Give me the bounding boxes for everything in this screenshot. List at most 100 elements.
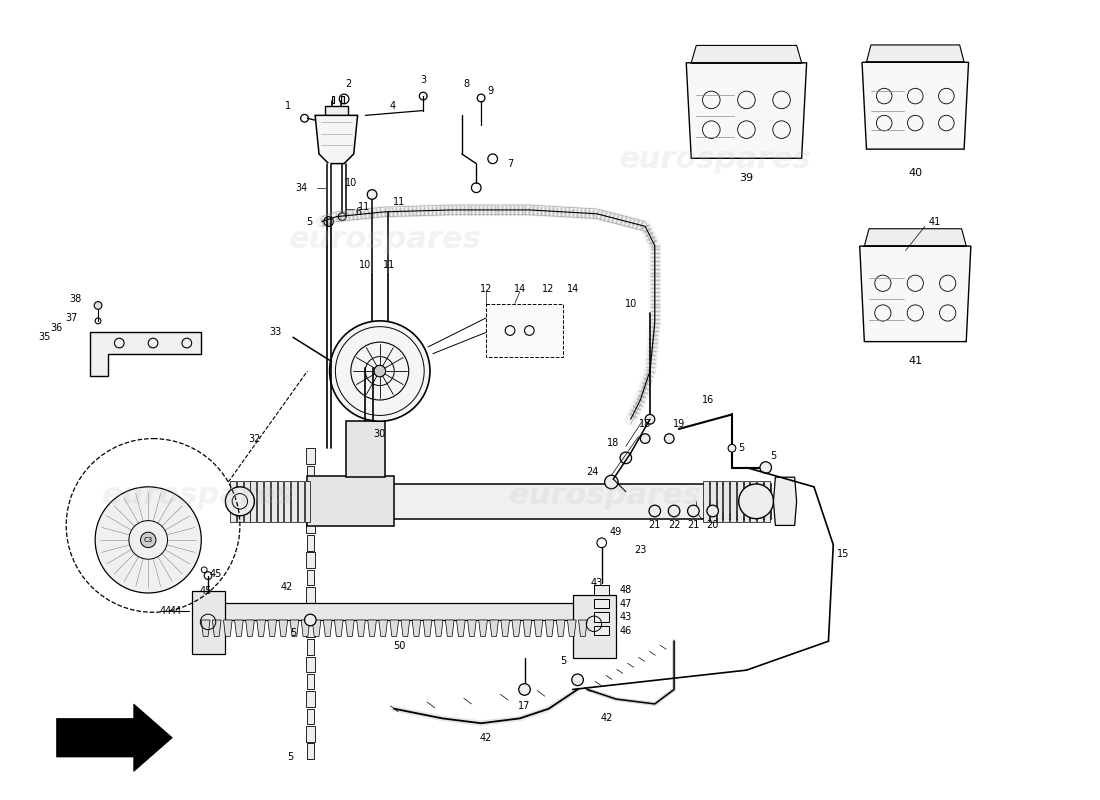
- Polygon shape: [341, 96, 344, 103]
- Bar: [306, 483, 315, 498]
- Circle shape: [323, 217, 333, 226]
- Text: 14: 14: [514, 284, 526, 294]
- Text: 42: 42: [601, 714, 613, 723]
- Text: 11: 11: [358, 202, 370, 212]
- Bar: [307, 484, 771, 518]
- Text: 7: 7: [507, 158, 514, 169]
- Circle shape: [645, 414, 654, 424]
- Bar: [306, 448, 315, 464]
- Text: 5: 5: [738, 443, 745, 454]
- Bar: [307, 535, 314, 550]
- Text: 42: 42: [480, 733, 492, 742]
- Polygon shape: [223, 620, 232, 636]
- Polygon shape: [356, 620, 365, 636]
- Circle shape: [374, 366, 386, 377]
- Text: 34: 34: [295, 182, 307, 193]
- Text: 24: 24: [586, 467, 598, 478]
- Circle shape: [739, 484, 773, 518]
- Polygon shape: [579, 620, 587, 636]
- Polygon shape: [345, 620, 354, 636]
- Bar: [307, 674, 314, 690]
- Circle shape: [339, 213, 346, 221]
- Polygon shape: [867, 45, 964, 62]
- Text: 19: 19: [673, 419, 685, 429]
- Polygon shape: [212, 620, 221, 636]
- Text: eurospares: eurospares: [508, 482, 702, 510]
- Text: 2: 2: [344, 78, 351, 89]
- Bar: [306, 657, 315, 672]
- Polygon shape: [524, 620, 531, 636]
- Text: eurospares: eurospares: [288, 226, 482, 254]
- Text: 22: 22: [668, 521, 680, 530]
- Bar: [486, 303, 563, 357]
- Polygon shape: [686, 62, 806, 158]
- Text: 8: 8: [463, 79, 470, 90]
- Bar: [307, 476, 394, 526]
- Bar: [306, 726, 315, 742]
- Text: 10: 10: [344, 178, 358, 188]
- Text: eurospares: eurospares: [618, 146, 812, 174]
- Polygon shape: [490, 620, 498, 636]
- Text: 45: 45: [210, 569, 222, 578]
- Text: 32: 32: [249, 434, 261, 443]
- Polygon shape: [757, 481, 762, 522]
- Text: 16: 16: [702, 395, 714, 405]
- Bar: [306, 518, 315, 533]
- Bar: [307, 743, 314, 759]
- Polygon shape: [256, 620, 265, 636]
- Text: 42: 42: [280, 582, 293, 592]
- Bar: [594, 626, 609, 635]
- Polygon shape: [568, 620, 576, 636]
- Text: 43: 43: [619, 612, 632, 622]
- Polygon shape: [264, 481, 270, 522]
- Polygon shape: [412, 620, 421, 636]
- Circle shape: [664, 434, 674, 443]
- Text: 48: 48: [619, 585, 632, 595]
- Polygon shape: [378, 620, 387, 636]
- Bar: [191, 591, 225, 654]
- Polygon shape: [456, 620, 465, 636]
- Text: 1: 1: [285, 101, 292, 110]
- Bar: [306, 587, 315, 602]
- Polygon shape: [468, 620, 476, 636]
- Polygon shape: [389, 620, 398, 636]
- Text: 18: 18: [639, 419, 651, 429]
- Polygon shape: [305, 481, 310, 522]
- Text: 33: 33: [270, 327, 282, 338]
- Polygon shape: [201, 620, 210, 636]
- Circle shape: [620, 452, 631, 464]
- Circle shape: [519, 684, 530, 695]
- Text: 36: 36: [51, 322, 63, 333]
- Text: 10: 10: [625, 298, 637, 309]
- Polygon shape: [245, 620, 254, 636]
- Polygon shape: [763, 481, 770, 522]
- Text: 5: 5: [289, 629, 296, 638]
- Text: 41: 41: [928, 217, 940, 226]
- Text: 18: 18: [607, 438, 619, 449]
- Text: 17: 17: [518, 701, 530, 711]
- Circle shape: [330, 321, 430, 422]
- Circle shape: [141, 532, 156, 548]
- Text: 45: 45: [200, 586, 212, 596]
- Text: 6: 6: [355, 207, 362, 217]
- Text: 21: 21: [649, 521, 661, 530]
- Text: 44: 44: [169, 606, 182, 616]
- Polygon shape: [284, 481, 290, 522]
- Text: C3: C3: [144, 537, 153, 543]
- Bar: [307, 709, 314, 724]
- Text: 5: 5: [770, 451, 777, 461]
- Text: 9: 9: [487, 86, 494, 96]
- Text: 44: 44: [160, 606, 172, 616]
- Bar: [307, 639, 314, 654]
- Bar: [306, 691, 315, 707]
- Polygon shape: [367, 620, 376, 636]
- Bar: [307, 500, 314, 516]
- Circle shape: [305, 614, 316, 626]
- Text: 11: 11: [393, 198, 405, 207]
- Text: 12: 12: [542, 284, 554, 294]
- Polygon shape: [737, 481, 742, 522]
- Bar: [306, 622, 315, 638]
- Circle shape: [367, 190, 377, 199]
- Polygon shape: [744, 481, 749, 522]
- Polygon shape: [334, 620, 343, 636]
